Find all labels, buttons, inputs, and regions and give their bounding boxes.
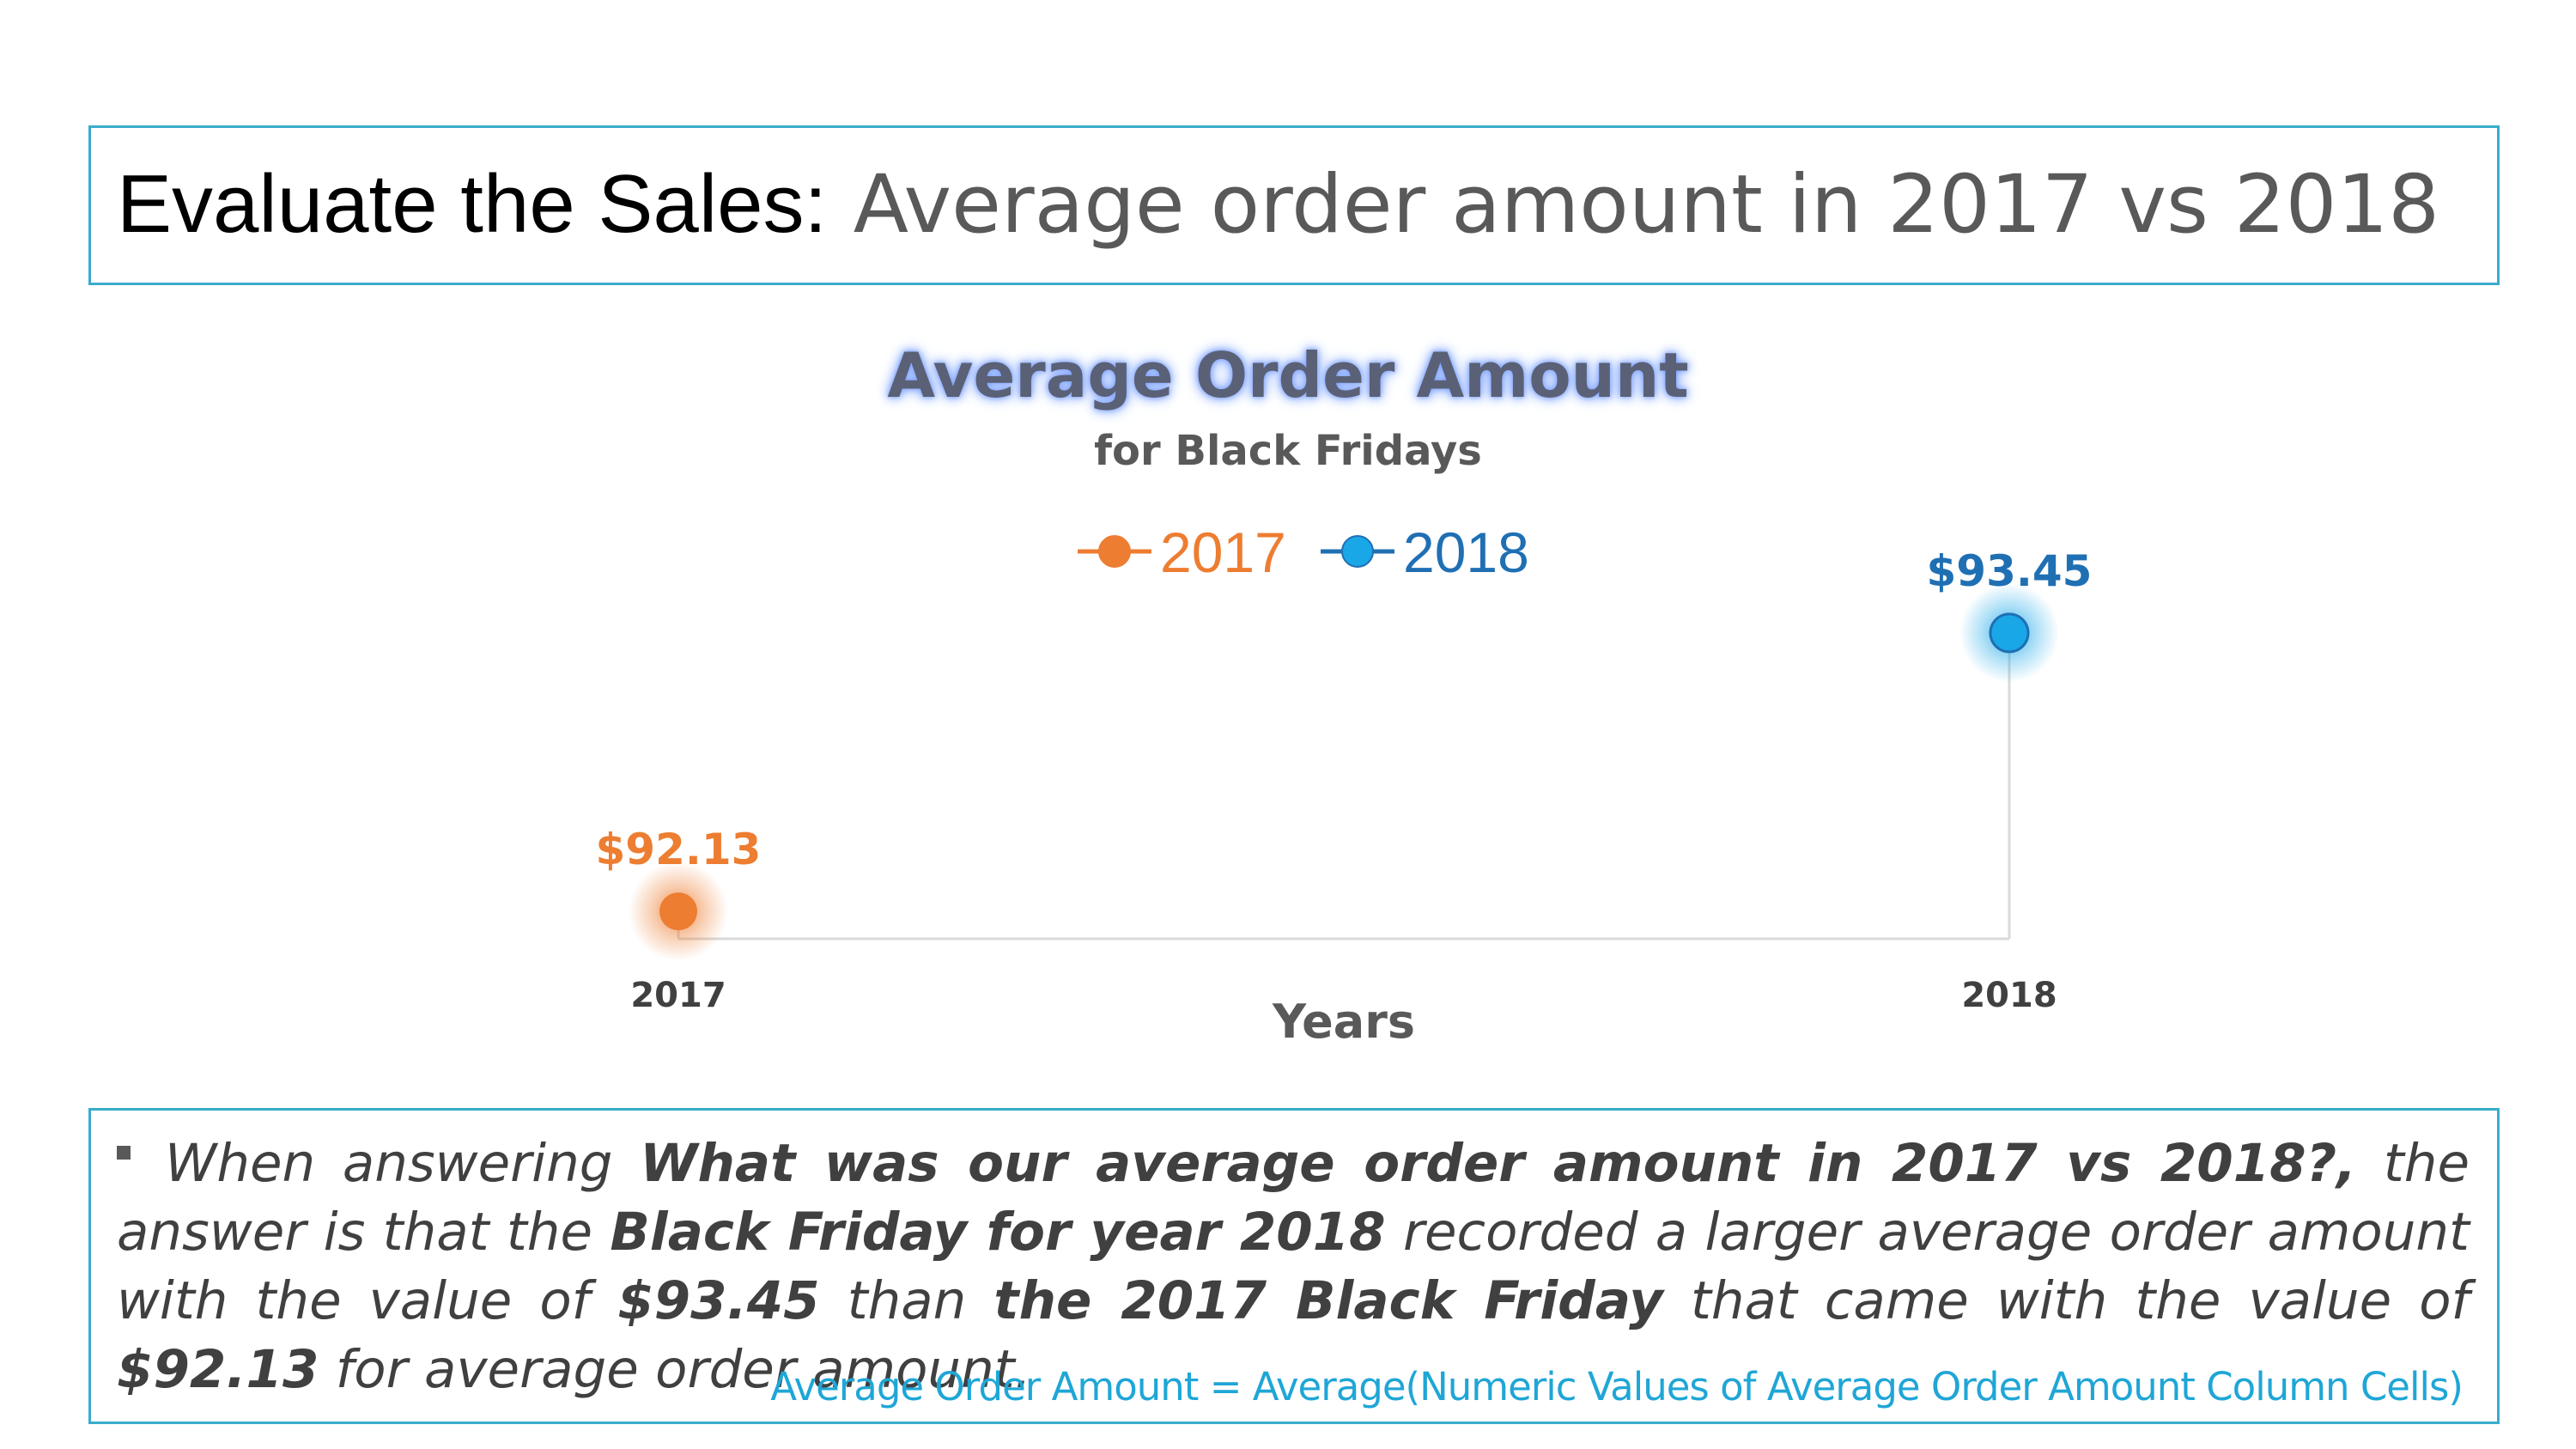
summary-2017: the 2017 Black Friday [993,1270,1663,1331]
summary-part-4: than [819,1270,994,1331]
chart-title: Average Order Amount [887,339,1689,411]
summary-paragraph: When answering What was our average orde… [117,1129,2470,1404]
bullet-icon [117,1146,131,1160]
slide-title: Evaluate the Sales: Average order amount… [117,152,2439,257]
summary-2018: Black Friday for year 2018 [610,1202,1386,1263]
x-tick-label-2017: 2017 [630,976,726,1015]
title-sub: Average order amount in 2017 vs 2018 [853,158,2440,252]
summary-question: What was our average order amount in 201… [640,1133,2357,1194]
legend-marker-2017 [1098,535,1131,568]
chart-subtitle: for Black Fridays [1094,427,1482,475]
summary-part-1: When answering [165,1133,641,1194]
summary-value-2018: $93.45 [617,1270,820,1331]
legend-marker-2018 [1341,535,1374,568]
data-label-2017: $92.13 [596,825,762,874]
data-point-2017 [659,892,697,931]
x-axis-title: Years [1272,995,1415,1049]
data-label-2018: $93.45 [1927,546,2093,596]
data-point-2018 [1989,612,2030,654]
x-tick-label-2018: 2018 [1961,976,2057,1015]
summary-part-6: for average order amount. [319,1339,1032,1400]
summary-value-2017: $92.13 [117,1339,319,1400]
summary-box: When answering What was our average orde… [88,1108,2500,1424]
summary-part-2: the answer is that the [117,1133,2470,1263]
summary-part-5: that came with the value of [1662,1270,2470,1331]
title-main: Evaluate the Sales: [117,158,828,250]
summary-part-3: recorded a larger average order amount w… [117,1202,2470,1331]
legend-label-2018: 2018 [1403,521,1529,584]
legend-label-2017: 2017 [1160,521,1286,584]
title-box: Evaluate the Sales: Average order amount… [88,125,2500,285]
formula-text: Average Order Amount = Average(Numeric V… [770,1364,2464,1409]
